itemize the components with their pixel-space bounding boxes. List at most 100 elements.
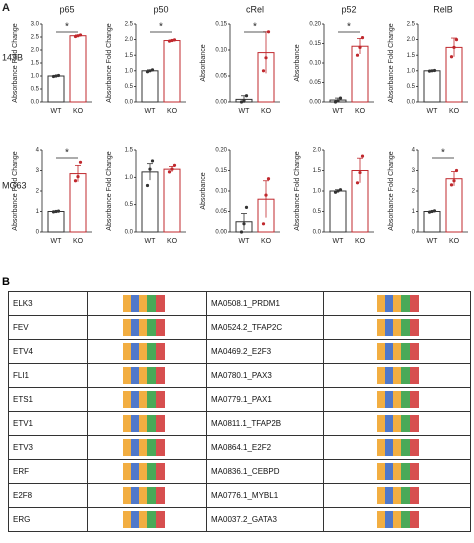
motif-name: ETV4 xyxy=(8,339,88,364)
significance: * xyxy=(441,148,445,159)
data-point xyxy=(358,45,362,50)
y-tick-label: 0.5 xyxy=(407,84,416,90)
data-point xyxy=(76,175,80,179)
sequence-logo xyxy=(368,343,428,360)
motif-name: MA0836.1_CEBPD xyxy=(206,459,324,484)
x-tick-label: WT xyxy=(51,108,63,115)
y-tick-label: 0.0 xyxy=(313,230,322,236)
data-point xyxy=(242,222,246,226)
data-point xyxy=(51,210,56,214)
y-tick-label: 0.0 xyxy=(31,100,40,106)
sequence-logo xyxy=(114,415,174,432)
bar xyxy=(329,190,347,233)
data-point xyxy=(51,74,56,79)
x-tick-label: WT xyxy=(427,238,439,245)
y-tick-label: 3 xyxy=(412,168,416,174)
x-tick-label: WT xyxy=(427,108,439,115)
y-tick-label: 2.0 xyxy=(125,37,134,43)
data-point xyxy=(172,38,177,42)
logo-cell xyxy=(323,387,471,412)
motif-name: MA0864.1_E2F2 xyxy=(206,435,324,460)
sequence-logo xyxy=(368,511,428,528)
y-axis-label: Absorbance Fold Change xyxy=(106,151,113,230)
y-tick-label: 0 xyxy=(412,230,416,236)
x-tick-label: WT xyxy=(239,108,251,115)
motif-name: ERG xyxy=(8,507,88,532)
data-point xyxy=(150,68,155,72)
panel-a: A 143B MG63 p65 Absorbance Fold Change 0.0 0.5… xyxy=(2,2,468,245)
data-point xyxy=(261,222,266,226)
data-point xyxy=(449,183,454,187)
table-row: FEV MA0524.2_TFAP2C xyxy=(8,315,471,340)
data-point xyxy=(78,33,83,37)
logo-cell xyxy=(87,387,207,412)
y-tick-label: 0.20 xyxy=(215,148,227,154)
sequence-logo xyxy=(368,319,428,336)
y-tick-label: 2.0 xyxy=(31,48,40,54)
y-tick-label: 1 xyxy=(36,209,40,215)
data-point xyxy=(73,34,78,39)
y-tick-label: 0.05 xyxy=(215,209,227,215)
data-point xyxy=(430,69,434,73)
x-tick-label: WT xyxy=(51,238,63,245)
motif-name: MA0776.1_MYBL1 xyxy=(206,483,324,508)
data-point xyxy=(360,36,365,40)
y-axis-label: Absorbance xyxy=(294,44,301,81)
sequence-logo xyxy=(114,439,174,456)
chart-title: cRel xyxy=(246,4,264,14)
y-tick-label: 3.0 xyxy=(31,22,40,28)
y-tick-label: 0.15 xyxy=(215,22,227,28)
significance: * xyxy=(65,148,69,159)
y-tick-label: 2.5 xyxy=(407,22,416,28)
logo-cell xyxy=(87,483,207,508)
logo-cell xyxy=(87,507,207,532)
y-tick-label: 1.0 xyxy=(31,74,40,80)
motif-name: E2F8 xyxy=(8,483,88,508)
panel-label: B xyxy=(2,276,10,288)
data-point xyxy=(266,177,271,181)
bar xyxy=(47,75,65,103)
motif-name: MA0037.2_GATA3 xyxy=(206,507,324,532)
y-axis-label: Absorbance Fold Change xyxy=(388,23,395,102)
data-point xyxy=(449,55,454,59)
y-tick-label: 0.0 xyxy=(125,230,134,236)
logo-cell xyxy=(323,435,471,460)
bar xyxy=(141,70,159,103)
sequence-logo xyxy=(368,463,428,480)
bar xyxy=(47,211,65,233)
bar xyxy=(163,40,181,103)
table-row: ERG MA0037.2_GATA3 xyxy=(8,507,471,532)
motif-name: FLI1 xyxy=(8,363,88,388)
x-tick-label: KO xyxy=(449,108,460,115)
data-point xyxy=(333,100,338,104)
y-axis-label: Absorbance xyxy=(200,44,207,81)
motif-name: MA0524.2_TFAP2C xyxy=(206,315,324,340)
logo-cell xyxy=(323,483,471,508)
y-tick-label: 0 xyxy=(36,230,40,236)
data-point xyxy=(167,170,172,174)
sequence-logo xyxy=(114,319,174,336)
y-tick-label: 0.00 xyxy=(309,100,321,106)
bar xyxy=(423,211,441,233)
sequence-logo xyxy=(368,415,428,432)
y-tick-label: 0.5 xyxy=(125,202,134,208)
logo-cell xyxy=(323,315,471,340)
data-point xyxy=(264,193,268,197)
x-tick-label: KO xyxy=(449,238,460,245)
motif-name: FEV xyxy=(8,315,88,340)
row-label: 143B xyxy=(2,52,23,62)
logo-cell xyxy=(87,459,207,484)
bar xyxy=(69,35,87,103)
motif-name: MA0811.1_TFAP2B xyxy=(206,411,324,436)
sequence-logo xyxy=(114,295,174,312)
significance: * xyxy=(347,22,351,33)
table-row: ERF MA0836.1_CEBPD xyxy=(8,459,471,484)
data-point xyxy=(56,73,61,78)
y-tick-label: 0.00 xyxy=(215,230,227,236)
data-point xyxy=(430,209,434,214)
x-tick-label: KO xyxy=(167,108,178,115)
data-point xyxy=(78,160,83,164)
data-point xyxy=(355,181,360,185)
data-point xyxy=(150,159,155,163)
data-point xyxy=(261,69,266,73)
